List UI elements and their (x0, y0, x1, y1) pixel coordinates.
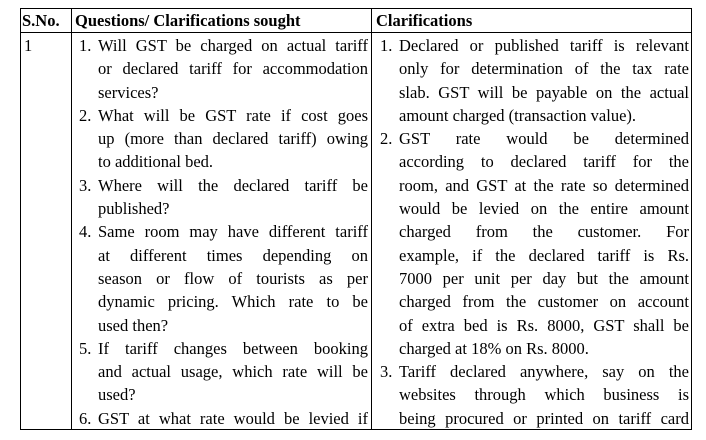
text-line: Where will the declared tariff be (98, 175, 368, 195)
text-line: at different times depending on (98, 245, 368, 265)
question-item: 3. Where will the declared tariff be publi… (72, 174, 368, 221)
header-questions: Questions/ Clarifications sought (75, 11, 301, 30)
text-line: charged at 18% on Rs. 8000. (399, 338, 589, 358)
text-line: If tariff changes between booking (98, 338, 368, 358)
text-line: would be levied on the entire amount (399, 199, 689, 219)
header-clarifications: Clarifications (376, 11, 473, 30)
question-item: 6. GST at what rate would be levied if (72, 407, 368, 430)
gst-clarification-table: S.No. Questions/ Clarifications sought C… (20, 8, 692, 430)
header-divider (21, 32, 691, 33)
text-line: What will be GST rate if cost goes (98, 105, 368, 125)
text-line: 7000 per unit per day but the amount (399, 268, 689, 288)
text-line: Same room may have different tariff (98, 222, 368, 242)
text-line: charged from the customer on account (399, 292, 689, 312)
text-line: example, if the declared tariff is Rs. (399, 245, 689, 265)
list-number: 2. (380, 129, 393, 149)
text-line: of extra bed is Rs. 8000, GST shall be (399, 315, 689, 335)
text-line: up (more than declared tariff) owing (98, 129, 368, 149)
text-line: season or flow of tourists as per (98, 268, 368, 288)
list-number: 2. (79, 105, 92, 125)
list-number: 5. (79, 338, 92, 358)
text-line: being procured or printed on tariff card (399, 408, 689, 428)
text-line: and actual usage, which rate will be (98, 362, 368, 382)
clarification-item: 2. GST rate would be determined according … (373, 127, 689, 360)
text-line: Will GST be charged on actual tariff (98, 36, 368, 55)
questions-cell: 1. Will GST be charged on actual tariff or… (72, 34, 368, 430)
text-line: only for determination of the tax rate (399, 59, 689, 79)
list-number: 1. (380, 36, 393, 55)
text-line: used? (98, 385, 136, 405)
text-line: dynamic pricing. Which rate to be (98, 292, 368, 312)
text-line: Declared or published tariff is relevant (399, 36, 689, 55)
list-number: 1. (79, 36, 92, 55)
row-sno: 1 (24, 36, 33, 55)
text-line: GST rate would be determined (399, 129, 689, 149)
list-number: 3. (79, 175, 92, 195)
text-line: room, and GST at the rate so determined (399, 175, 689, 195)
text-line: GST at what rate would be levied if (98, 408, 368, 428)
list-number: 4. (79, 222, 92, 242)
text-line: charged from the customer. For (399, 222, 689, 242)
clarification-item: 1. Declared or published tariff is releva… (373, 34, 689, 127)
question-item: 5. If tariff changes between booking and a… (72, 337, 368, 407)
question-item: 1. Will GST be charged on actual tariff or… (72, 34, 368, 104)
text-line: websites through which business is (399, 385, 689, 405)
question-item: 4. Same room may have different tariff at … (72, 220, 368, 336)
clarifications-cell: 1. Declared or published tariff is releva… (373, 34, 689, 430)
text-line: according to declared tariff for the (399, 152, 689, 172)
column-divider (371, 9, 372, 429)
text-line: amount charged (transaction value). (399, 105, 637, 125)
text-line: services? (98, 82, 159, 102)
text-line: slab. GST will be payable on the actual (399, 82, 689, 102)
text-line: or declared tariff for accommodation (98, 59, 368, 79)
header-sno: S.No. (22, 11, 60, 30)
text-line: Tariff declared anywhere, say on the (399, 362, 689, 382)
text-line: to additional bed. (98, 152, 214, 172)
list-number: 6. (79, 408, 92, 428)
question-item: 2. What will be GST rate if cost goes up (… (72, 104, 368, 174)
list-number: 3. (380, 362, 393, 382)
clarification-item: 3. Tariff declared anywhere, say on the we… (373, 360, 689, 430)
text-line: used then? (98, 315, 169, 335)
text-line: published? (98, 199, 170, 219)
column-divider (71, 9, 72, 429)
